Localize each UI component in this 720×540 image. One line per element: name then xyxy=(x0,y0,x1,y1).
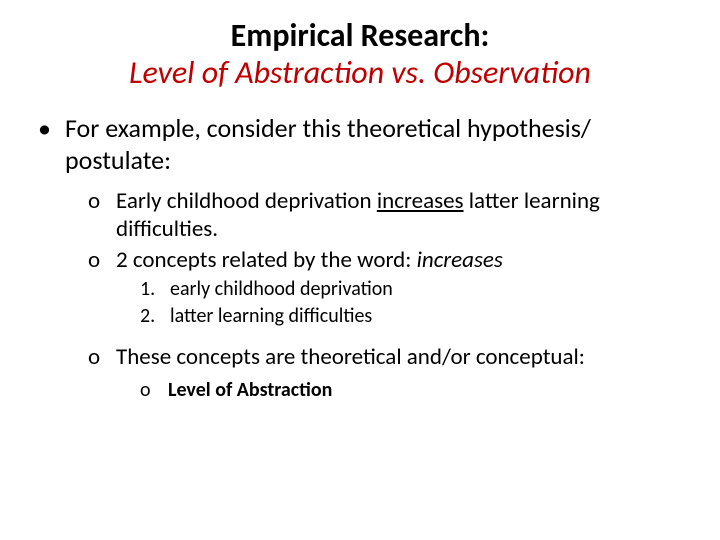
bullet-text: These concepts are theoretical and/or co… xyxy=(116,343,585,372)
bullet-text: 2 concepts related by the word: increase… xyxy=(116,246,503,275)
bullet-level2: o Early childhood deprivation increases … xyxy=(88,187,690,245)
bullet-text: For example, consider this theoretical h… xyxy=(65,112,690,177)
bullet-text: Early childhood deprivation increases la… xyxy=(116,187,690,245)
underlined-word: increases xyxy=(377,187,464,215)
bullet-marker: o xyxy=(140,378,158,403)
bullet-marker: • xyxy=(38,112,51,177)
bullet-level2: o 2 concepts related by the word: increa… xyxy=(88,246,690,275)
number-marker: 1. xyxy=(140,277,160,302)
slide-title-block: Empirical Research: Level of Abstraction… xyxy=(30,18,690,92)
bullet-level4: o Level of Abstraction xyxy=(140,378,690,403)
bullet-level3: 1. early childhood deprivation xyxy=(140,277,690,302)
bullet-marker: o xyxy=(88,343,106,372)
bullet-level2: o These concepts are theoretical and/or … xyxy=(88,343,690,372)
bullet-marker: o xyxy=(88,246,106,275)
slide-title-main: Empirical Research: xyxy=(30,18,690,55)
bullet-text: early childhood deprivation xyxy=(170,277,393,302)
bullet-level3: 2. latter learning difficulties xyxy=(140,304,690,329)
italic-word: increases xyxy=(417,246,503,274)
slide-title-sub: Level of Abstraction vs. Observation xyxy=(30,55,690,92)
bullet-text: Level of Abstraction xyxy=(168,378,332,403)
bullet-text: latter learning difficulties xyxy=(170,304,372,329)
bullet-level1: • For example, consider this theoretical… xyxy=(30,112,690,177)
number-marker: 2. xyxy=(140,304,160,329)
bullet-marker: o xyxy=(88,187,106,245)
sub-list: o Early childhood deprivation increases … xyxy=(30,187,690,403)
